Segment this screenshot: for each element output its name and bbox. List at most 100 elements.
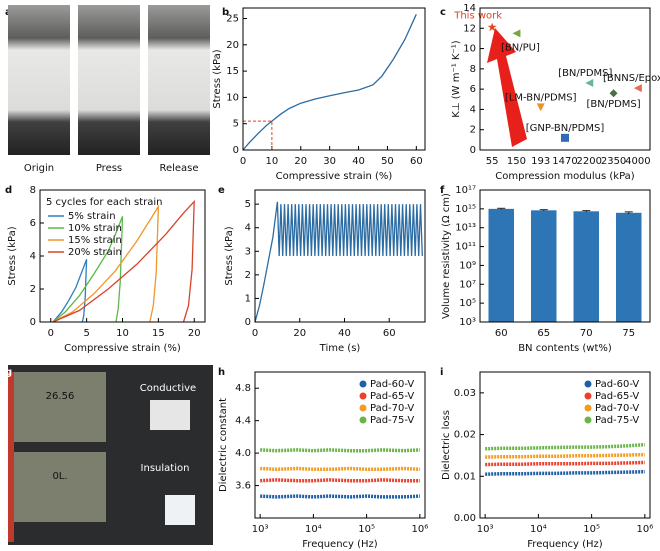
x-tick-label: 70: [580, 328, 593, 339]
panel-label: f: [440, 185, 445, 196]
legend-marker: [584, 416, 592, 424]
x-tick-label: 2350: [601, 156, 626, 167]
point-label: [BNNS/Epoxy]: [603, 73, 660, 84]
x-tick-label: 0: [252, 328, 258, 339]
y-tick-label: 4.4: [235, 416, 251, 427]
point-label: [GNP-BN/PDMS]: [526, 123, 605, 134]
y-axis-label: Stress (kPa): [212, 49, 223, 108]
data-line: [485, 469, 645, 476]
y-tick-label: 10¹⁷: [455, 185, 476, 196]
x-tick-label: 5: [83, 328, 89, 339]
y-tick-label: 4: [470, 104, 476, 115]
plot-frame: [254, 189, 426, 323]
x-tick-label: 10: [116, 328, 129, 339]
x-tick-label: 60: [495, 328, 508, 339]
panel-a: a Origin Press Release: [5, 5, 210, 174]
y-tick-label: 10⁷: [459, 279, 476, 290]
data-line: [260, 478, 420, 483]
x-tick-label: 10: [266, 156, 279, 167]
legend-marker: [584, 380, 592, 388]
x-tick-label: 10⁵: [583, 524, 600, 535]
x-axis-label: Frequency (Hz): [527, 539, 603, 550]
y-tick-label: 1: [245, 293, 251, 304]
photo: [148, 5, 210, 155]
y-tick-label: 10³: [459, 317, 476, 328]
panel-label: i: [440, 367, 443, 378]
point: [633, 84, 642, 93]
legend-marker: [584, 404, 592, 412]
meter-display: [14, 452, 106, 522]
point: [609, 89, 618, 98]
x-tick-label: 10³: [477, 524, 494, 535]
x-tick-label: 30: [323, 156, 336, 167]
legend-title: 5 cycles for each strain: [46, 197, 162, 208]
y-axis-label: Stress (kPa): [7, 226, 18, 285]
photo-label: Origin: [24, 163, 54, 174]
sample: [165, 495, 195, 525]
legend-label: Pad-70-V: [595, 403, 639, 414]
x-tick-label: 20: [293, 328, 306, 339]
y-tick-label: 8: [30, 185, 36, 196]
photo-label: Insulation: [141, 463, 190, 474]
y-tick-label: 4: [245, 223, 251, 234]
y-tick-label: 4: [30, 251, 36, 262]
legend-label: Pad-75-V: [595, 415, 639, 426]
x-tick-label: 50: [381, 156, 394, 167]
y-tick-label: 6: [30, 218, 36, 229]
x-tick-label: 15: [152, 328, 165, 339]
x-tick-label: 55: [486, 156, 499, 167]
y-tick-label: 25: [226, 14, 239, 25]
point: [512, 29, 521, 38]
x-tick-label: 20: [294, 156, 307, 167]
y-tick-label: 12: [463, 23, 476, 34]
x-tick-label: 40: [338, 328, 351, 339]
legend-label: 15% strain: [68, 235, 122, 246]
plot-frame: [254, 371, 426, 519]
plot-frame: [479, 189, 651, 323]
y-axis-label: Volume resistivity (Ω cm): [441, 193, 452, 319]
x-tick-label: 2200: [577, 156, 602, 167]
point-label: [BN/PU]: [501, 42, 540, 53]
y-axis-label: K⊥ (W m⁻¹ K⁻¹): [451, 40, 462, 117]
y-tick-label: 0.00: [454, 513, 476, 524]
panel-label: b: [222, 7, 229, 18]
x-tick-label: 4000: [625, 156, 650, 167]
panel-label: g: [5, 367, 12, 378]
y-axis-label: Dielectric constant: [218, 398, 229, 492]
x-axis-label: Frequency (Hz): [302, 539, 378, 550]
photo-label: Conductive: [140, 383, 196, 394]
data-line: [52, 216, 124, 323]
meter-case: [8, 372, 14, 542]
x-tick-label: 60: [410, 156, 423, 167]
photo-label: Release: [159, 163, 198, 174]
y-tick-label: 10¹¹: [455, 242, 476, 253]
x-tick-label: 40: [352, 156, 365, 167]
bar: [488, 208, 514, 322]
y-tick-label: 4.0: [235, 448, 251, 459]
plot-frame: [479, 371, 651, 519]
y-tick-label: 2: [470, 125, 476, 136]
y-tick-label: 2: [30, 284, 36, 295]
photo: [78, 5, 140, 155]
x-tick-label: 10⁴: [530, 524, 547, 535]
legend-marker: [359, 416, 367, 424]
data-line: [242, 14, 417, 151]
bar: [573, 211, 599, 322]
legend-marker: [584, 392, 592, 400]
data-line: [260, 466, 420, 472]
data-line: [485, 452, 645, 459]
point: [561, 133, 569, 142]
legend-label: Pad-65-V: [370, 391, 414, 402]
plot-frame: [242, 7, 426, 151]
legend-label: Pad-75-V: [370, 415, 414, 426]
panel-label: h: [218, 367, 225, 378]
meter-display: [14, 372, 106, 442]
legend-label: Pad-65-V: [595, 391, 639, 402]
y-tick-label: 10¹⁵: [455, 204, 476, 215]
trend-arrow: [487, 28, 527, 147]
sample: [150, 400, 190, 430]
point: [487, 22, 497, 32]
panel-g: g 26.56 0L. Conductive Insulation: [5, 365, 213, 545]
x-tick-label: 10⁶: [411, 524, 428, 535]
